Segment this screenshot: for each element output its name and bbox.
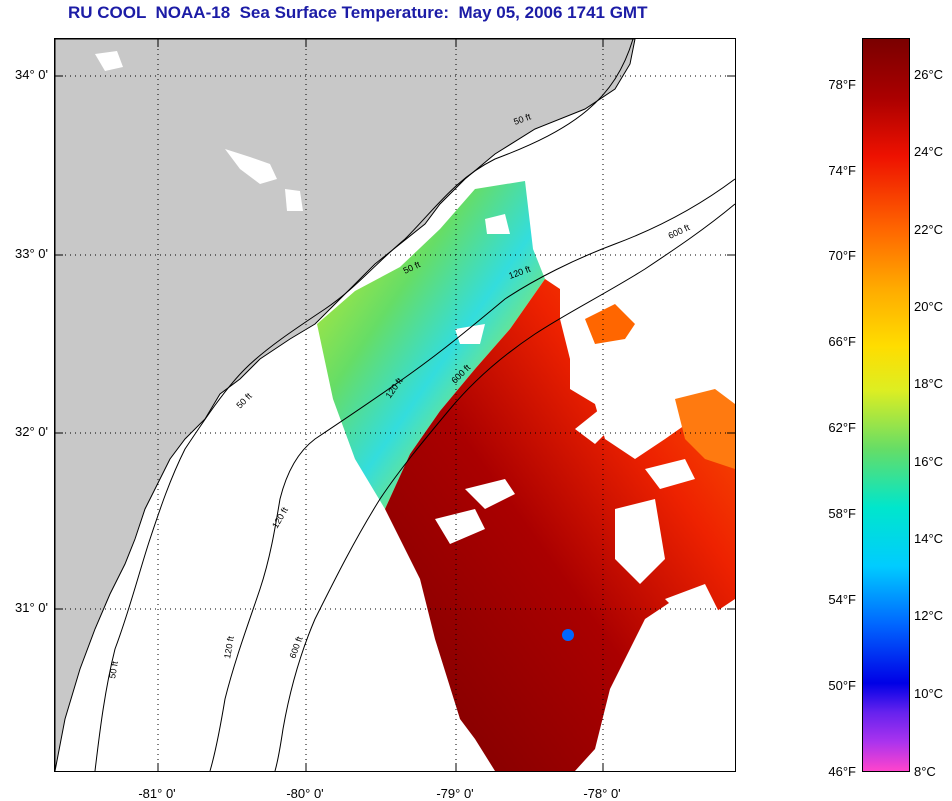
- isobath-label-120-bot: 120 ft: [222, 635, 236, 659]
- land-mass: [55, 39, 636, 771]
- scale-c-18: 18°C: [914, 376, 944, 391]
- cloud-gap-1: [465, 479, 515, 509]
- cool-spot: [562, 629, 574, 641]
- isobath-label-600-top: 600 ft: [667, 222, 692, 241]
- scale-f-70: 70°F: [828, 248, 856, 263]
- graticule: [55, 39, 735, 771]
- map-title: RU COOL NOAA-18 Sea Surface Temperature:…: [68, 3, 648, 22]
- scale-c-16: 16°C: [914, 454, 944, 469]
- scale-f-54: 54°F: [828, 592, 856, 607]
- scale-f-78: 78°F: [828, 77, 856, 92]
- lon-label-79: -79° 0': [436, 786, 474, 801]
- isobath-120ft: [209, 178, 735, 771]
- isobath-600ft: [274, 203, 735, 771]
- scale-f-50: 50°F: [828, 678, 856, 693]
- map-canvas: 50 ft 50 ft 120 ft 600 ft 120 ft 600 ft …: [55, 39, 735, 771]
- sst-swath-warm: [385, 279, 735, 771]
- lat-label-33: 33° 0': [15, 246, 48, 261]
- sst-swath-cool: [317, 181, 545, 509]
- scale-c-22: 22°C: [914, 222, 944, 237]
- sst-patch-e: [675, 389, 735, 469]
- scale-c-20: 20°C: [914, 299, 944, 314]
- cloud-gap-5: [455, 324, 485, 344]
- cloud-gap-3: [615, 499, 665, 584]
- isobath-label-50-low: 50 ft: [234, 391, 254, 411]
- lat-label-32: 32° 0': [15, 424, 48, 439]
- frame-ticks: [55, 39, 735, 771]
- cloud-gap-8: [665, 584, 720, 629]
- lat-label-31: 31° 0': [15, 600, 48, 615]
- lake-1: [95, 51, 123, 71]
- scale-f-74: 74°F: [828, 163, 856, 178]
- scale-f-46: 46°F: [828, 764, 856, 779]
- scale-c-10: 10°C: [914, 686, 944, 701]
- isobath-50ft: [94, 39, 634, 771]
- cloud-gap-4: [645, 459, 695, 489]
- scale-c-8: 8°C: [914, 764, 936, 779]
- color-scale-bar: [862, 38, 910, 772]
- isobath-label-120-low: 120 ft: [270, 505, 290, 530]
- cloud-gap-2: [435, 509, 485, 544]
- scale-c-24: 24°C: [914, 144, 944, 159]
- scale-c-26: 26°C: [914, 67, 944, 82]
- lon-label-81: -81° 0': [138, 786, 176, 801]
- lake-2: [225, 149, 277, 184]
- lon-label-80: -80° 0': [286, 786, 324, 801]
- lon-label-78: -78° 0': [583, 786, 621, 801]
- isobath-label-50-bot: 50 ft: [107, 660, 120, 679]
- sst-map[interactable]: 50 ft 50 ft 120 ft 600 ft 120 ft 600 ft …: [54, 38, 736, 772]
- sst-patch-ne: [585, 304, 635, 344]
- cloud-gap-6: [485, 214, 510, 234]
- lat-label-34: 34° 0': [15, 67, 48, 82]
- lake-3: [285, 189, 303, 211]
- scale-c-12: 12°C: [914, 608, 944, 623]
- isobath-label-600-low: 600 ft: [287, 635, 304, 660]
- scale-f-66: 66°F: [828, 334, 856, 349]
- scale-f-58: 58°F: [828, 506, 856, 521]
- cloud-gap-7: [575, 409, 615, 444]
- scale-c-14: 14°C: [914, 531, 944, 546]
- scale-f-62: 62°F: [828, 420, 856, 435]
